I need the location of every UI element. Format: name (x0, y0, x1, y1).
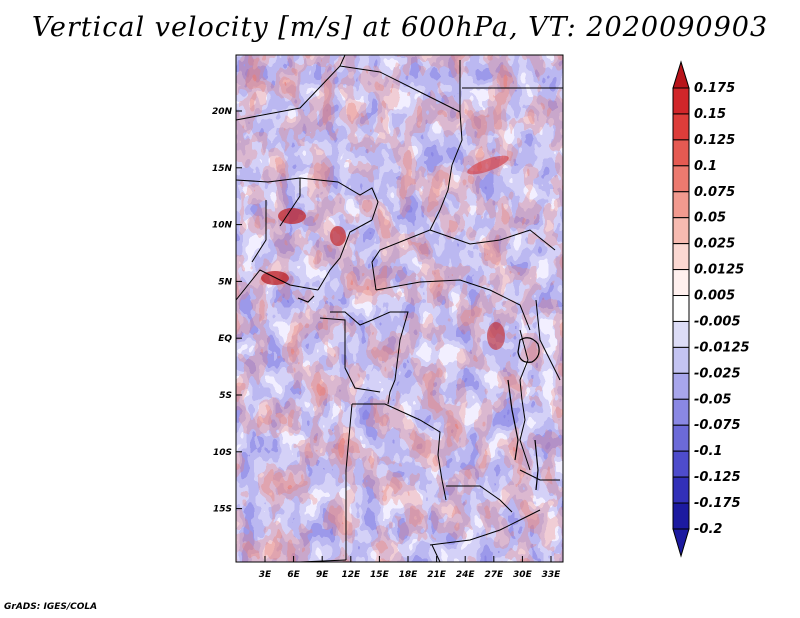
colorbar-box (672, 346, 690, 374)
colorbar-label: -0.025 (694, 366, 741, 381)
colorbar-label: -0.0125 (694, 340, 750, 355)
lat-tick-label: 10N (212, 221, 233, 231)
lon-tick-label: 33E (542, 570, 562, 580)
colorbar-label: -0.05 (694, 392, 731, 407)
lon-tick-label: 3E (259, 570, 272, 580)
map-frame (235, 54, 564, 563)
colorbar-label: 0.005 (694, 289, 735, 304)
colorbar-box (672, 320, 690, 348)
colorbar-top-arrow (672, 60, 690, 89)
colorbar-bottom-arrow (672, 528, 690, 558)
lon-tick-label: 21E (427, 570, 447, 580)
colorbar-box (672, 269, 690, 297)
lat-tick-label: 5S (219, 391, 232, 401)
lat-tick-label: 10S (213, 448, 232, 458)
colorbar-label: 0.15 (694, 107, 726, 122)
colorbar-box (672, 87, 690, 115)
lon-tick-label: 27E (484, 570, 504, 580)
colorbar-label: -0.1 (694, 444, 722, 459)
colorbar-box (672, 424, 690, 452)
colorbar-label: 0.1 (694, 159, 717, 174)
longitude-axis: 3E 6E 9E 12E 15E 18E 21E 24E 27E 30E 33E (259, 556, 561, 580)
colorbar-label: 0.05 (694, 211, 726, 226)
lon-tick-label: 15E (370, 570, 390, 580)
lon-tick-label: 6E (287, 570, 300, 580)
colorbar-box (672, 295, 690, 322)
colorbar-box (672, 191, 690, 219)
chart-title: Vertical velocity [m/s] at 600hPa, VT: 2… (31, 12, 769, 43)
latitude-axis: 20N 15N 10N 5N EQ 5S 10S 15S (212, 107, 242, 515)
colorbar-box (672, 502, 690, 530)
colorbar-box (672, 165, 690, 193)
colorbar-label: 0.175 (694, 81, 735, 96)
colorbar-label: 0.075 (694, 185, 735, 200)
colorbar: 0.175 0.15 0.125 0.1 0.075 0.05 0.025 0.0125 0.0… (672, 60, 750, 558)
lat-tick-label: 20N (212, 107, 233, 117)
colorbar-box (672, 243, 690, 271)
lat-tick-label: 5N (218, 277, 232, 287)
colorbar-label: -0.175 (694, 496, 741, 511)
colorbar-label: -0.2 (694, 522, 722, 537)
colorbar-label: -0.125 (694, 470, 741, 485)
lat-tick-label: 15N (212, 164, 233, 174)
colorbar-label: -0.075 (694, 418, 741, 433)
colorbar-box (672, 372, 690, 400)
velocity-field (236, 55, 563, 562)
colorbar-label: 0.0125 (694, 263, 744, 278)
colorbar-box (672, 217, 690, 245)
colorbar-box (672, 139, 690, 167)
lat-tick-label: 15S (213, 505, 232, 515)
lon-tick-label: 9E (316, 570, 329, 580)
colorbar-box (672, 450, 690, 478)
colorbar-box (672, 113, 690, 141)
lon-tick-label: 12E (341, 570, 361, 580)
colorbar-label: -0.005 (694, 314, 741, 329)
lat-tick-label: EQ (218, 334, 232, 344)
footer-credit: GrADS: IGES/COLA (4, 602, 98, 612)
colorbar-box (672, 476, 690, 504)
country-borders (236, 55, 563, 562)
lon-tick-label: 18E (399, 570, 419, 580)
lon-tick-label: 30E (513, 570, 533, 580)
lon-tick-label: 24E (456, 570, 476, 580)
lakes (297, 295, 540, 491)
colorbar-label: 0.125 (694, 133, 735, 148)
colorbar-label: 0.025 (694, 237, 735, 252)
colorbar-box (672, 398, 690, 426)
